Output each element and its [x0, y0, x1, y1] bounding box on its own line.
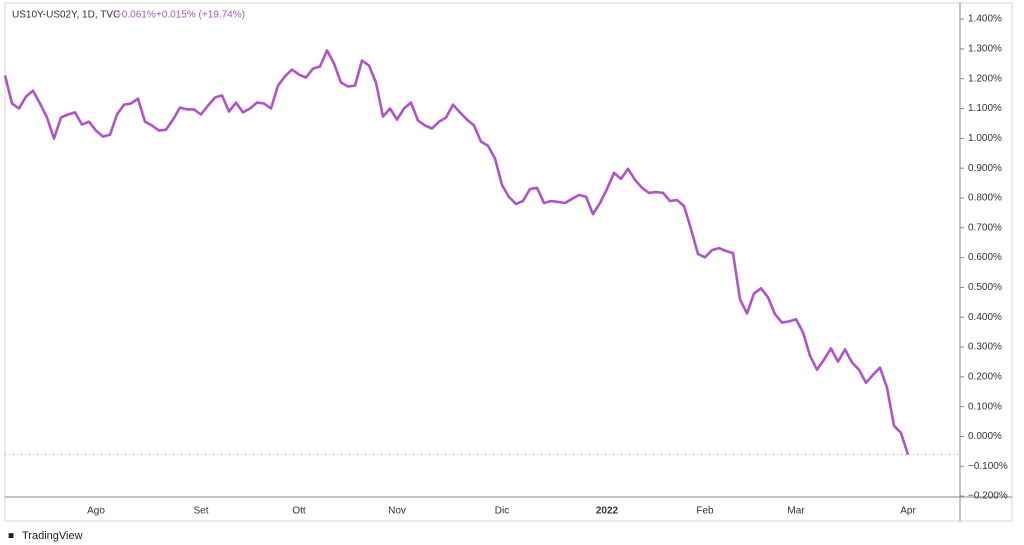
- y-tick-label: 1.400%: [968, 14, 1002, 25]
- x-tick-label: Nov: [388, 506, 406, 517]
- y-tick-label: 0.600%: [968, 252, 1002, 263]
- y-tick-label: −0.100%: [968, 461, 1008, 472]
- x-tick-label: Apr: [900, 506, 916, 517]
- x-tick-label: 2022: [596, 506, 619, 517]
- chart-title: US10Y-US02Y, 1D, TVC: [12, 10, 120, 21]
- line: [3, 49, 910, 456]
- y-tick-label: 0.800%: [968, 193, 1002, 204]
- y-tick-label: 0.700%: [968, 222, 1002, 233]
- y-tick-label: 0.500%: [968, 282, 1002, 293]
- y-tick-label: 1.100%: [968, 103, 1002, 114]
- x-tick-label: Mar: [787, 506, 805, 517]
- y-tick-label: 0.100%: [968, 401, 1002, 412]
- y-tick-label: 0.400%: [968, 312, 1002, 323]
- y-tick-label: −0.200%: [968, 491, 1008, 502]
- y-tick-label: 0.000%: [968, 431, 1002, 442]
- change: +0.015% (+19.74%): [156, 10, 245, 21]
- y-tick-label: 0.300%: [968, 342, 1002, 353]
- last-value: −0.061%: [116, 10, 156, 21]
- x-tick-label: Dic: [495, 506, 509, 517]
- y-tick-label: 1.300%: [968, 44, 1002, 55]
- y-tick-label: 1.000%: [968, 133, 1002, 144]
- x-tick-label: Ott: [292, 506, 306, 517]
- frame: [4, 2, 1013, 522]
- watermark-mark: ■: [8, 531, 14, 542]
- watermark: TradingView: [22, 530, 83, 542]
- x-tick-label: Ago: [87, 506, 105, 517]
- x-tick-label: Set: [193, 506, 208, 517]
- y-tick-label: 0.200%: [968, 371, 1002, 382]
- y-tick-label: 1.200%: [968, 73, 1002, 84]
- y-tick-label: 0.900%: [968, 163, 1002, 174]
- x-tick-label: Feb: [696, 506, 714, 517]
